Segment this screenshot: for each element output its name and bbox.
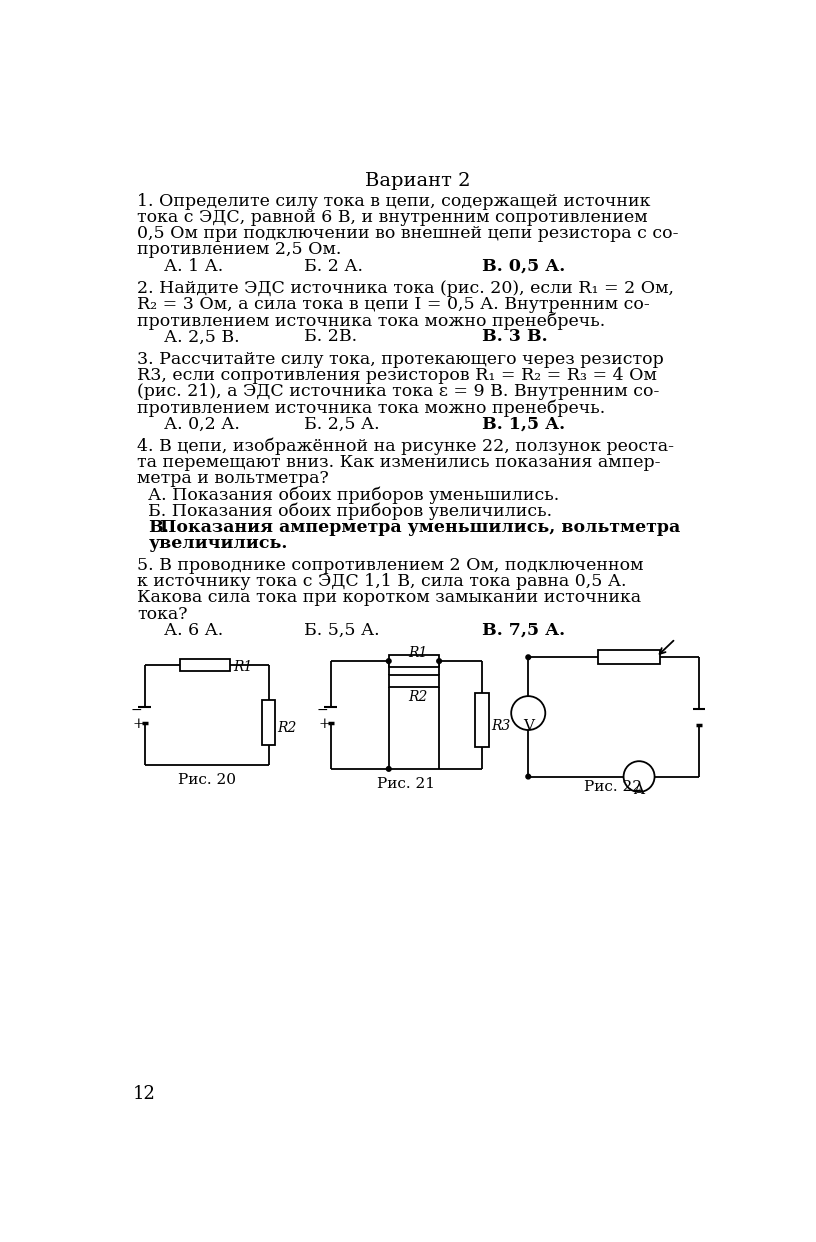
Text: 2. Найдите ЭДС источника тока (рис. 20), если R₁ = 2 Ом,: 2. Найдите ЭДС источника тока (рис. 20),…	[137, 279, 674, 297]
Text: R2: R2	[408, 689, 427, 703]
Text: увеличились.: увеличились.	[149, 535, 288, 551]
Text: 3. Рассчитайте силу тока, протекающего через резистор: 3. Рассчитайте силу тока, протекающего ч…	[137, 350, 663, 368]
Bar	[475, 693, 489, 748]
Text: В.: В.	[149, 519, 169, 535]
Circle shape	[437, 658, 441, 663]
Circle shape	[387, 658, 391, 663]
Text: R3: R3	[491, 719, 511, 733]
Text: A: A	[633, 782, 645, 797]
Text: Б. 2В.: Б. 2В.	[304, 328, 357, 345]
Circle shape	[526, 655, 530, 660]
Text: Какова сила тока при коротком замыкании источника: Какова сила тока при коротком замыкании …	[137, 590, 641, 606]
Text: А. 2,5 В.: А. 2,5 В.	[164, 328, 240, 345]
Text: А. Показания обоих приборов уменьшились.: А. Показания обоих приборов уменьшились.	[149, 487, 560, 504]
Text: та перемещают вниз. Как изменились показания ампер-: та перемещают вниз. Как изменились показ…	[137, 455, 660, 471]
Text: R1: R1	[233, 661, 252, 674]
Bar	[180, 658, 230, 671]
Text: R3, если сопротивления резисторов R₁ = R₂ = R₃ = 4 Ом: R3, если сопротивления резисторов R₁ = R…	[137, 366, 657, 384]
Text: V: V	[523, 719, 534, 733]
Bar	[388, 674, 439, 687]
Text: R1: R1	[408, 646, 427, 660]
Text: А. 6 А.: А. 6 А.	[164, 622, 224, 638]
Text: 5. В проводнике сопротивлением 2 Ом, подключенном: 5. В проводнике сопротивлением 2 Ом, под…	[137, 558, 643, 574]
Text: 4. В цепи, изображённой на рисунке 22, ползунок реоста-: 4. В цепи, изображённой на рисунке 22, п…	[137, 437, 674, 456]
Text: противлением источника тока можно пренебречь.: противлением источника тока можно пренеб…	[137, 312, 605, 330]
Text: тока с ЭДС, равной 6 В, и внутренним сопротивлением: тока с ЭДС, равной 6 В, и внутренним соп…	[137, 209, 648, 226]
Text: R2: R2	[277, 720, 296, 735]
Circle shape	[526, 774, 530, 779]
Bar	[388, 655, 439, 667]
Text: −: −	[317, 703, 328, 717]
Text: Рис. 21: Рис. 21	[377, 776, 435, 791]
Text: R₂ = 3 Ом, а сила тока в цепи I = 0,5 А. Внутренним со-: R₂ = 3 Ом, а сила тока в цепи I = 0,5 А.…	[137, 296, 650, 313]
Text: Б. Показания обоих приборов увеличились.: Б. Показания обоих приборов увеличились.	[149, 503, 552, 520]
Bar	[263, 700, 275, 745]
Text: +: +	[132, 718, 144, 732]
Text: В. 3 В.: В. 3 В.	[481, 328, 548, 345]
Text: 12: 12	[133, 1084, 156, 1103]
Text: 1. Определите силу тока в цепи, содержащей источник: 1. Определите силу тока в цепи, содержащ…	[137, 193, 650, 210]
Text: −: −	[131, 703, 142, 717]
Text: (рис. 21), а ЭДС источника тока ε = 9 В. Внутренним со-: (рис. 21), а ЭДС источника тока ε = 9 В.…	[137, 383, 659, 400]
Text: метра и вольтметра?: метра и вольтметра?	[137, 471, 329, 487]
Circle shape	[387, 766, 391, 771]
Text: Рис. 20: Рис. 20	[178, 773, 236, 786]
Text: Показания амперметра уменьшились, вольтметра: Показания амперметра уменьшились, вольтм…	[160, 519, 681, 535]
Text: +: +	[318, 718, 330, 732]
Text: В. 7,5 А.: В. 7,5 А.	[481, 622, 565, 638]
Text: Б. 2 А.: Б. 2 А.	[304, 257, 362, 274]
Text: противлением 2,5 Ом.: противлением 2,5 Ом.	[137, 241, 341, 258]
Text: А. 1 А.: А. 1 А.	[164, 257, 224, 274]
Text: Б. 5,5 А.: Б. 5,5 А.	[304, 622, 379, 638]
Bar	[598, 651, 660, 664]
Text: В. 0,5 А.: В. 0,5 А.	[481, 257, 565, 274]
Text: А. 0,2 А.: А. 0,2 А.	[164, 416, 240, 432]
Text: Б. 2,5 А.: Б. 2,5 А.	[304, 416, 379, 432]
Text: к источнику тока с ЭДС 1,1 В, сила тока равна 0,5 А.: к источнику тока с ЭДС 1,1 В, сила тока …	[137, 574, 627, 590]
Text: тока?: тока?	[137, 606, 188, 622]
Text: противлением источника тока можно пренебречь.: противлением источника тока можно пренеб…	[137, 399, 605, 417]
Text: В. 1,5 А.: В. 1,5 А.	[481, 416, 565, 432]
Text: 0,5 Ом при подключении во внешней цепи резистора с со-: 0,5 Ом при подключении во внешней цепи р…	[137, 225, 678, 242]
Circle shape	[623, 761, 654, 792]
Circle shape	[511, 696, 545, 730]
Text: Рис. 22: Рис. 22	[584, 780, 642, 795]
Text: Вариант 2: Вариант 2	[366, 173, 471, 190]
